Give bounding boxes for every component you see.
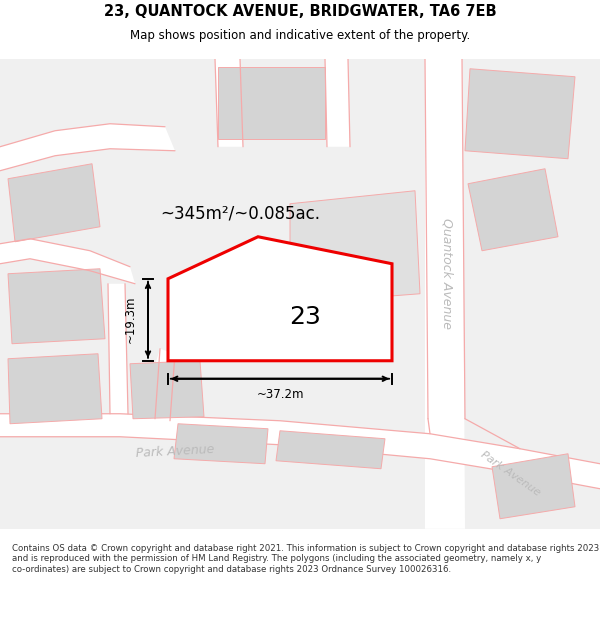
- Text: Park Avenue: Park Avenue: [478, 449, 542, 498]
- Polygon shape: [290, 191, 420, 304]
- Polygon shape: [0, 414, 600, 489]
- Polygon shape: [8, 269, 105, 344]
- Text: Map shows position and indicative extent of the property.: Map shows position and indicative extent…: [130, 29, 470, 42]
- Polygon shape: [130, 361, 204, 419]
- Polygon shape: [325, 59, 350, 147]
- Text: ~19.3m: ~19.3m: [124, 296, 137, 344]
- Text: ~345m²/~0.085ac.: ~345m²/~0.085ac.: [160, 205, 320, 222]
- Polygon shape: [108, 284, 128, 414]
- Polygon shape: [468, 169, 558, 251]
- Polygon shape: [492, 454, 575, 519]
- Polygon shape: [215, 59, 243, 147]
- Polygon shape: [0, 239, 135, 284]
- Text: Quantock Avenue: Quantock Avenue: [440, 218, 454, 329]
- Text: Park Avenue: Park Avenue: [136, 443, 215, 460]
- Polygon shape: [8, 354, 102, 424]
- Polygon shape: [425, 59, 465, 529]
- Text: 23, QUANTOCK AVENUE, BRIDGWATER, TA6 7EB: 23, QUANTOCK AVENUE, BRIDGWATER, TA6 7EB: [104, 4, 496, 19]
- Text: 23: 23: [289, 305, 321, 329]
- Polygon shape: [276, 431, 385, 469]
- Polygon shape: [8, 164, 100, 242]
- Polygon shape: [168, 237, 392, 361]
- Polygon shape: [0, 59, 600, 529]
- Text: ~37.2m: ~37.2m: [256, 388, 304, 401]
- Polygon shape: [218, 67, 325, 139]
- Polygon shape: [174, 424, 268, 464]
- Polygon shape: [140, 349, 175, 419]
- Text: Contains OS data © Crown copyright and database right 2021. This information is : Contains OS data © Crown copyright and d…: [12, 544, 599, 574]
- Polygon shape: [0, 124, 175, 171]
- Polygon shape: [465, 69, 575, 159]
